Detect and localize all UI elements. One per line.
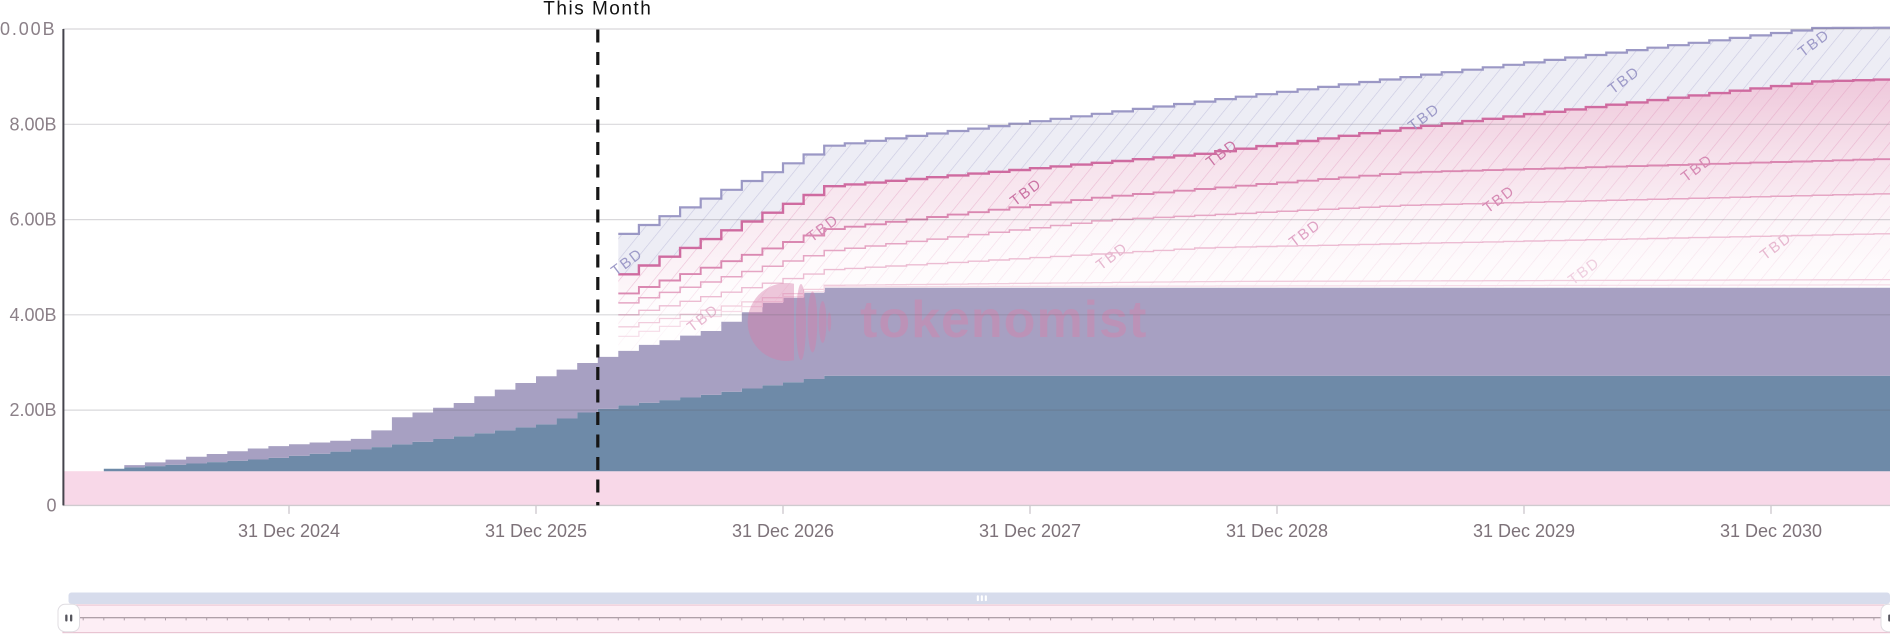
svg-text:31 Dec 2029: 31 Dec 2029 — [1473, 521, 1575, 541]
svg-text:31 Dec 2028: 31 Dec 2028 — [1226, 521, 1328, 541]
svg-text:31 Dec 2030: 31 Dec 2030 — [1720, 521, 1822, 541]
svg-text:0: 0 — [46, 495, 56, 515]
svg-text:8.00B: 8.00B — [9, 114, 56, 134]
svg-text:31 Dec 2024: 31 Dec 2024 — [238, 521, 340, 541]
svg-text:6.00B: 6.00B — [9, 210, 56, 230]
svg-text:10.00B: 10.00B — [0, 19, 57, 39]
svg-text:2.00B: 2.00B — [9, 400, 56, 420]
svg-text:This Month: This Month — [543, 0, 652, 20]
svg-text:31 Dec 2027: 31 Dec 2027 — [979, 521, 1081, 541]
svg-text:4.00B: 4.00B — [9, 305, 56, 325]
svg-text:tokenomist: tokenomist — [860, 291, 1147, 349]
svg-text:31 Dec 2025: 31 Dec 2025 — [485, 521, 587, 541]
svg-text:31 Dec 2026: 31 Dec 2026 — [732, 521, 834, 541]
